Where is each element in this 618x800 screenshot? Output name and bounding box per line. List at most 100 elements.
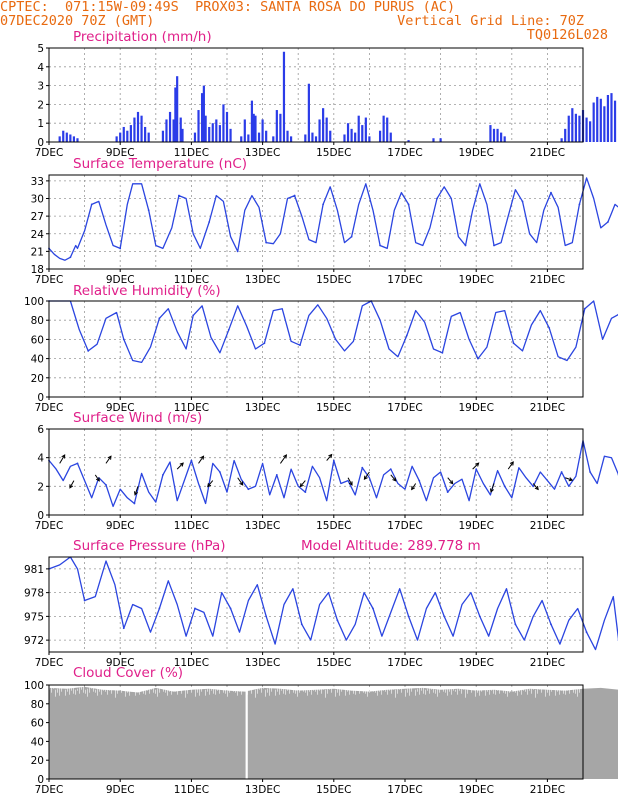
cloud-cover-texture xyxy=(567,688,568,691)
cloud-cover-texture xyxy=(123,685,124,689)
humidity-ytick-label: 100 xyxy=(24,296,44,308)
cloud-cover-texture xyxy=(255,689,256,698)
temperature-ytick-label: 24 xyxy=(31,229,45,241)
cloud-cover-area xyxy=(49,686,618,779)
wind-point xyxy=(218,471,221,473)
pressure-point xyxy=(478,615,481,618)
precip-bar xyxy=(407,140,410,142)
cloud-cover-texture xyxy=(215,689,216,695)
wind-point xyxy=(446,491,449,493)
precip-bar xyxy=(240,136,243,142)
cloud-cover-texture xyxy=(161,686,162,689)
wind-point xyxy=(304,491,307,493)
humidity-point xyxy=(299,344,301,347)
precip-bar xyxy=(172,119,175,142)
wind-vector-head xyxy=(489,488,494,493)
cloud-cover-texture xyxy=(371,686,372,689)
wind-point xyxy=(560,471,563,473)
cloud-cover-texture xyxy=(179,687,180,691)
humidity-frame xyxy=(48,300,584,398)
cloud-cover-texture xyxy=(277,688,278,692)
wind-point xyxy=(503,485,506,488)
precip-bar xyxy=(126,130,129,142)
cloud-cover-texture xyxy=(193,685,194,689)
humidity-point xyxy=(548,326,551,329)
precip-bar xyxy=(432,138,435,142)
precipitation-frame xyxy=(48,47,584,143)
temperature-xtick-label: 17DEC xyxy=(387,274,422,286)
wind-vector-head xyxy=(69,484,74,489)
precip-bar xyxy=(389,132,392,142)
cloud-cover-texture xyxy=(359,687,360,694)
cloud-cover-texture xyxy=(289,687,290,694)
cloud-cover-texture xyxy=(457,688,458,695)
cloud-cover-texture xyxy=(395,689,396,698)
cloud-cover-texture xyxy=(573,685,574,693)
cloud-cover-ytick-label: 40 xyxy=(31,736,44,748)
cloud-cover-texture xyxy=(407,688,408,693)
wind-vector-head xyxy=(509,461,514,466)
cloud-cover-texture xyxy=(107,688,108,695)
cloud-cover-texture xyxy=(275,689,276,696)
precip-bar xyxy=(257,132,261,142)
cloud-cover-texture xyxy=(313,685,314,691)
cloud-cover-texture xyxy=(303,685,304,692)
cloud-cover-texture xyxy=(287,688,288,691)
cloud-cover-texture xyxy=(579,687,580,693)
temperature-point xyxy=(550,191,552,194)
cloud-cover-texture xyxy=(79,687,80,694)
cloud-cover-texture xyxy=(335,689,336,697)
precip-bar xyxy=(610,93,613,142)
precip-bar xyxy=(129,125,132,142)
cloud-cover-texture xyxy=(177,688,178,695)
cloud-cover-xtick-label: 9DEC xyxy=(106,784,135,796)
cloud-cover-texture xyxy=(435,689,436,694)
cloud-cover-texture xyxy=(545,689,546,697)
humidity-point xyxy=(477,357,479,360)
precip-bar xyxy=(564,128,567,142)
cloud-cover-texture xyxy=(187,688,188,694)
cloud-cover-texture xyxy=(83,685,84,693)
cloud-cover-texture xyxy=(497,688,498,691)
cloud-cover-texture xyxy=(317,688,318,695)
wind-xtick-label: 15DEC xyxy=(316,520,351,532)
cloud-cover-ytick-label: 80 xyxy=(31,699,44,711)
cloud-cover-texture xyxy=(267,688,268,693)
precip-bar xyxy=(289,136,293,142)
temperature-xtick-label: 9DEC xyxy=(106,274,135,286)
precip-bar xyxy=(318,119,321,142)
cloud-cover-texture xyxy=(361,686,362,690)
cloud-cover-texture xyxy=(171,686,172,695)
cloud-cover-texture xyxy=(57,688,58,693)
cloud-cover-texture xyxy=(325,689,326,698)
pressure-point xyxy=(83,599,86,602)
cloud-cover-texture xyxy=(71,686,72,691)
precip-bar xyxy=(161,130,165,142)
pressure-point xyxy=(443,615,446,618)
cloud-cover-texture xyxy=(519,687,520,692)
cloud-cover-xtick-label: 11DEC xyxy=(174,784,209,796)
cloud-cover-texture xyxy=(251,686,252,694)
cloud-cover-texture xyxy=(87,688,88,697)
precipitation-ytick-label: 0 xyxy=(37,137,44,149)
cloud-cover-texture xyxy=(525,689,526,692)
cloud-cover-texture xyxy=(93,685,94,692)
humidity-xtick-label: 11DEC xyxy=(174,402,209,414)
precip-bar xyxy=(119,132,122,142)
cloud-cover-texture xyxy=(445,689,446,693)
cloud-cover-texture xyxy=(351,686,352,691)
cloud-cover-texture xyxy=(135,689,136,696)
temperature-xtick-label: 11DEC xyxy=(174,274,209,286)
wind-vector xyxy=(198,455,204,464)
precip-bar xyxy=(211,123,214,142)
cloud-cover-texture xyxy=(499,687,500,694)
cloud-cover-texture xyxy=(385,689,386,692)
cloud-cover-texture xyxy=(89,687,90,693)
cloud-cover-texture xyxy=(281,686,282,691)
humidity-xtick-label: 17DEC xyxy=(387,402,422,414)
cloud-cover-ytick-label: 60 xyxy=(31,718,44,730)
wind-xtick-label: 21DEC xyxy=(530,520,565,532)
cloud-cover-xtick-label: 21DEC xyxy=(530,784,565,796)
pressure-point xyxy=(514,623,517,626)
